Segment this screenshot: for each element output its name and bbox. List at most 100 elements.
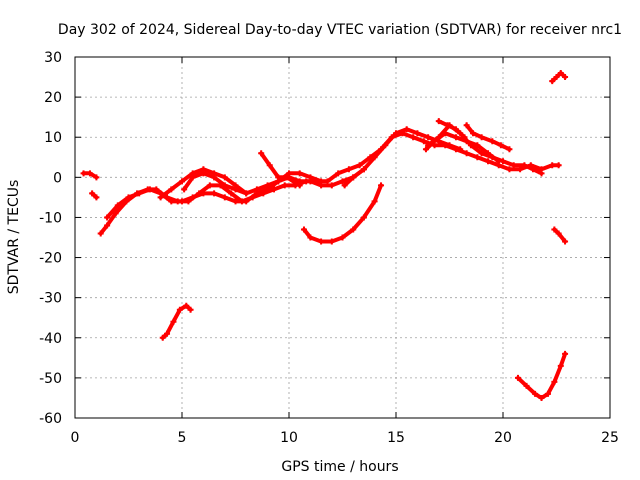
data-point	[532, 390, 539, 397]
data-point	[446, 142, 453, 149]
data-point	[422, 146, 429, 153]
data-point	[463, 122, 470, 129]
data-point	[307, 174, 314, 181]
data-point	[318, 178, 325, 185]
data-point	[341, 182, 348, 189]
series-arc-17	[549, 70, 569, 85]
data-point	[562, 74, 569, 81]
data-point	[457, 146, 464, 153]
data-point	[258, 150, 265, 157]
series-line	[550, 71, 568, 84]
data-point	[232, 186, 239, 193]
data-point	[89, 190, 96, 197]
data-point	[136, 190, 143, 197]
data-point	[529, 166, 536, 173]
data-point	[335, 170, 342, 177]
x-tick-label: 0	[71, 430, 80, 446]
data-point	[200, 170, 207, 177]
data-point	[506, 146, 513, 153]
y-tick-label: -10	[39, 210, 62, 226]
data-point	[557, 70, 564, 77]
chart-title: Day 302 of 2024, Sidereal Day-to-day VTE…	[58, 22, 622, 38]
series-arc-11	[463, 122, 513, 153]
data-point	[189, 194, 196, 201]
data-point	[510, 162, 517, 169]
data-point	[200, 190, 207, 197]
series-line	[302, 183, 383, 244]
data-point	[283, 174, 290, 181]
data-point	[410, 134, 417, 141]
x-tick-label: 20	[494, 430, 512, 446]
data-point	[562, 238, 569, 245]
data-point	[176, 306, 183, 313]
data-point	[232, 198, 239, 205]
data-point	[93, 174, 100, 181]
y-axis-label: SDTVAR / TECUs	[6, 180, 22, 295]
data-point	[442, 130, 449, 137]
data-point	[549, 162, 556, 169]
data-point	[403, 126, 410, 133]
data-point	[497, 142, 504, 149]
series-line	[516, 351, 568, 400]
series-arc-7	[258, 150, 303, 189]
data-point	[538, 170, 545, 177]
y-tick-label: 0	[53, 170, 62, 186]
series-line	[436, 119, 467, 140]
y-tick-label: -50	[39, 371, 62, 387]
data-point	[420, 138, 427, 145]
data-point	[378, 182, 385, 189]
data-point	[478, 150, 485, 157]
data-point	[189, 174, 196, 181]
data-point	[350, 226, 357, 233]
plot-frame	[74, 56, 611, 419]
data-point	[544, 390, 551, 397]
data-point	[356, 162, 363, 169]
data-point	[97, 230, 104, 237]
data-point	[281, 182, 288, 189]
y-tick-label: 10	[44, 130, 62, 146]
data-point	[253, 186, 260, 193]
data-point	[300, 226, 307, 233]
data-point	[506, 166, 513, 173]
data-point	[393, 130, 399, 137]
data-point	[495, 158, 502, 165]
data-point	[324, 178, 331, 185]
series-line	[98, 131, 561, 236]
series-line	[424, 131, 501, 164]
data-point	[104, 214, 111, 221]
data-point	[435, 118, 442, 125]
series-arc-3	[97, 130, 562, 237]
series-arc-13	[300, 182, 385, 245]
data-point	[170, 318, 177, 325]
data-point	[168, 198, 175, 205]
data-point	[553, 74, 560, 81]
data-point	[221, 174, 228, 181]
y-tick-label: -40	[39, 331, 62, 347]
series-layer	[80, 70, 569, 401]
data-point	[80, 170, 87, 177]
data-point	[371, 198, 378, 205]
data-point	[179, 198, 185, 205]
x-tick-label: 25	[601, 430, 619, 446]
data-point	[339, 234, 346, 241]
data-point	[425, 134, 432, 141]
x-tick-label: 15	[387, 430, 405, 446]
data-point	[371, 154, 378, 161]
data-point	[159, 334, 166, 341]
data-point	[360, 166, 367, 173]
data-point	[557, 362, 564, 369]
series-line	[105, 167, 366, 220]
data-point	[551, 378, 558, 385]
series-arc-8	[341, 126, 464, 189]
data-point	[474, 142, 481, 149]
data-point	[521, 162, 528, 169]
data-point	[168, 186, 175, 193]
series-arc-2	[89, 190, 100, 201]
data-point	[431, 138, 438, 145]
x-tick-label: 5	[178, 430, 187, 446]
data-point	[179, 178, 185, 185]
data-point	[382, 142, 389, 149]
data-point	[125, 194, 132, 201]
data-point	[164, 330, 171, 337]
data-point	[463, 138, 470, 145]
